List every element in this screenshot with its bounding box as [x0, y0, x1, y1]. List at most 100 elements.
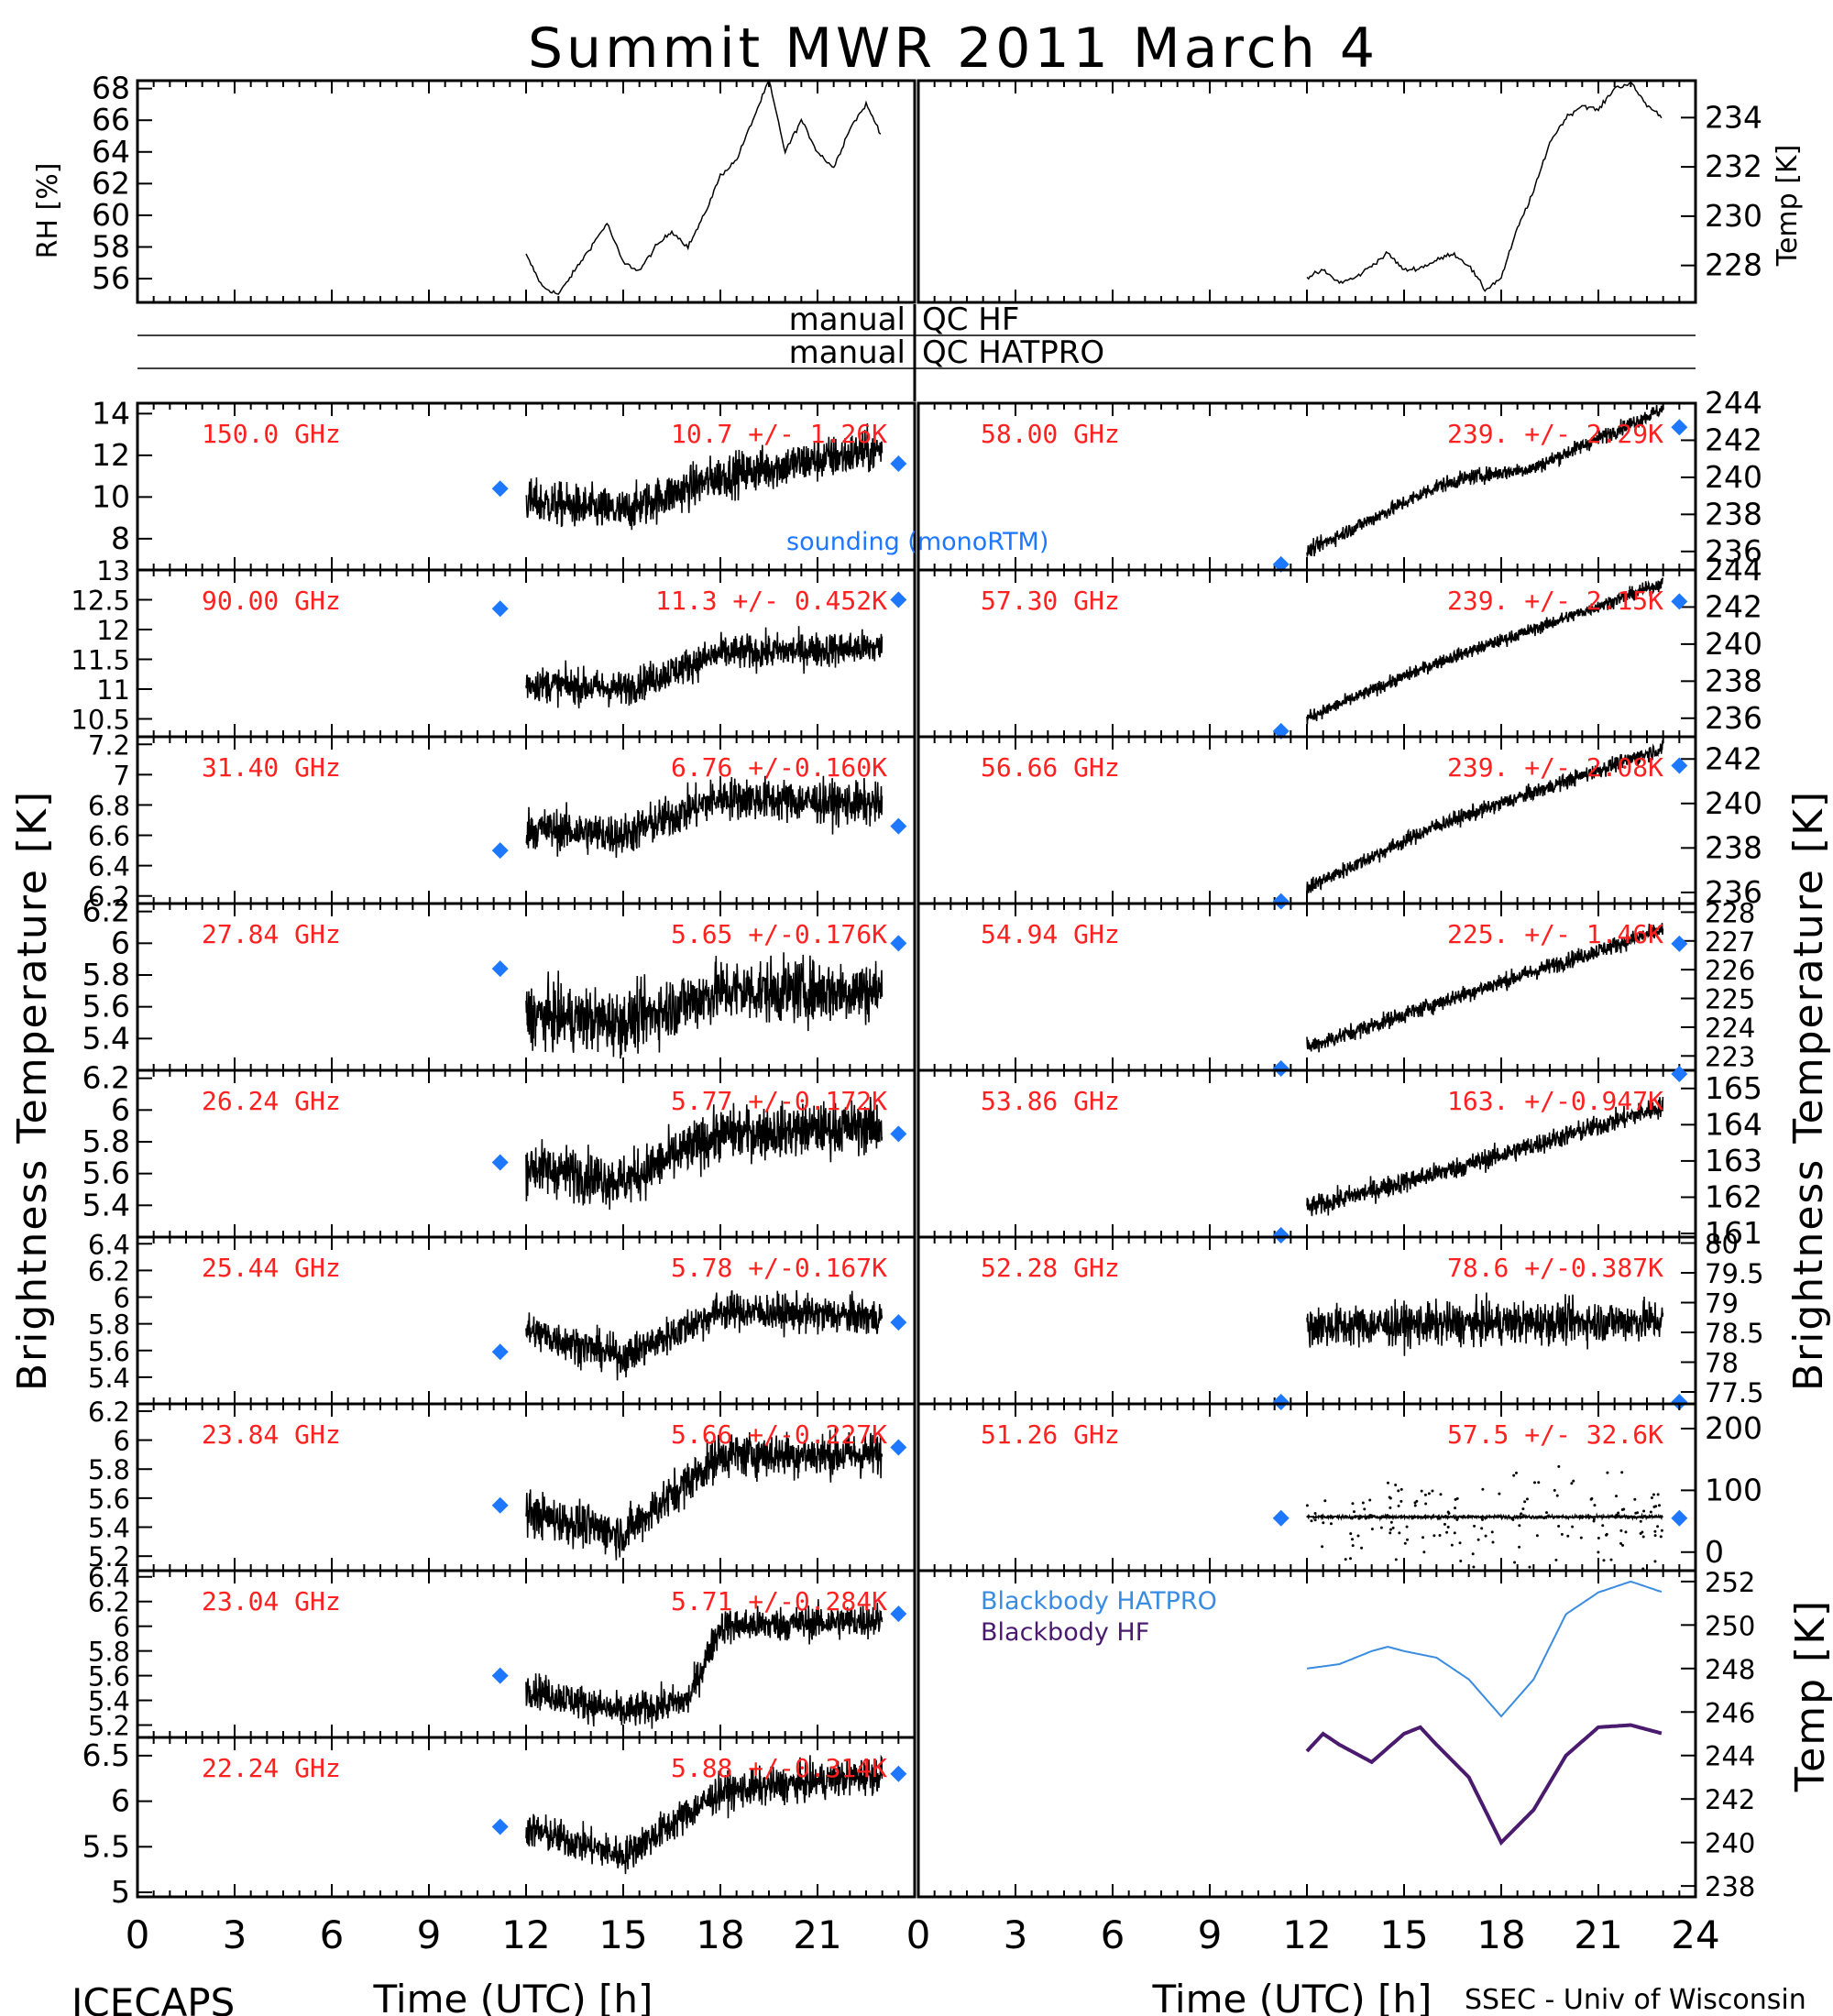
outlier-point	[1360, 1546, 1364, 1550]
y-tick-label: 232	[1705, 148, 1762, 184]
x-tick-label: 6	[1101, 1912, 1125, 1957]
temp-top-axis-label: Temp [K]	[1772, 145, 1804, 268]
outlier-point	[1641, 1530, 1644, 1534]
x-tick-labels: 0 0 3 3 6 6 9 9 12 12 15 15 18 18 21 21 24	[126, 1912, 1720, 1957]
outlier-point	[1624, 1530, 1628, 1534]
y-tick-label: 161	[1705, 1215, 1762, 1251]
outlier-point	[1653, 1560, 1657, 1563]
outlier-point	[1621, 1543, 1625, 1547]
y-tick-label: 236	[1705, 700, 1762, 736]
y-tick-label: 238	[1705, 663, 1762, 698]
outlier-point	[1523, 1500, 1527, 1504]
sounding-point	[1671, 1394, 1688, 1410]
sounding-point	[1671, 935, 1688, 952]
stats-label: 5.66 +/-0.227K	[671, 1419, 887, 1450]
sounding-point	[1272, 893, 1290, 910]
stats-label: 6.76 +/-0.160K	[671, 752, 887, 783]
sounding-point	[1272, 722, 1290, 740]
y-tick-label: 6.2	[88, 1397, 130, 1428]
y-tick-label: 162	[1705, 1178, 1762, 1214]
outlier-point	[1446, 1525, 1450, 1528]
outlier-point	[1660, 1528, 1663, 1532]
outlier-point	[1491, 1540, 1495, 1544]
outlier-point	[1420, 1489, 1423, 1493]
y-tick-label: 5.2	[88, 1711, 130, 1742]
outlier-point	[1463, 1515, 1466, 1518]
y-tick-label: 6.2	[82, 893, 130, 929]
freq-label: 23.84 GHz	[202, 1419, 341, 1450]
series-line	[1306, 404, 1664, 558]
outlier-point	[1490, 1530, 1494, 1534]
series-line	[525, 1096, 884, 1211]
outlier-point	[1513, 1561, 1517, 1564]
panel-23-84-ghz: 5.25.45.65.866.2 23.84 GHz 5.66 +/-0.227K	[88, 1397, 916, 1572]
legend-bb-hf: Blackbody HF	[981, 1618, 1149, 1647]
freq-label: 26.24 GHz	[202, 1086, 341, 1116]
y-tick-label: 13	[96, 555, 130, 586]
sounding-point	[1272, 1060, 1290, 1077]
y-tick-label: 248	[1705, 1654, 1755, 1685]
series-line	[1306, 81, 1663, 292]
y-tick-label: 8	[111, 520, 130, 556]
panel-blackbody: 238 240 242 244 246 248 250 252	[916, 1567, 1755, 1902]
series-line	[1306, 740, 1664, 893]
stats-label: 239. +/- 2.29K	[1447, 419, 1663, 449]
outlier-point	[1361, 1501, 1365, 1505]
outlier-point	[1458, 1541, 1462, 1545]
sounding-point	[1272, 1227, 1290, 1244]
outlier-point	[1459, 1560, 1463, 1563]
y-tick-label: 6	[114, 1612, 130, 1643]
y-tick-label: 77.5	[1705, 1377, 1764, 1408]
outlier-point	[1431, 1489, 1434, 1493]
outlier-point	[1633, 1497, 1637, 1501]
outlier-point	[1616, 1513, 1619, 1517]
sounding-point	[890, 591, 907, 608]
y-tick-label: 5.8	[88, 1309, 130, 1341]
series-line	[525, 422, 884, 531]
panel-25-44-ghz: 5.45.65.866.26.4 25.44 GHz 5.78 +/-0.167K	[88, 1229, 916, 1406]
x-tick-label: 15	[598, 1912, 647, 1957]
outlier-point	[1397, 1489, 1400, 1493]
x-axis-label-left: Time (UTC) [h]	[373, 1977, 653, 2016]
x-tick-label: 3	[223, 1912, 247, 1957]
x-tick-label: 18	[1476, 1912, 1525, 1957]
y-tick-label: 5.4	[88, 1513, 130, 1544]
series-line	[525, 626, 884, 709]
y-tick-label: 225	[1705, 984, 1755, 1015]
panel-temp_top: 228 230 232 234	[916, 79, 1762, 304]
y-tick-label: 230	[1705, 198, 1762, 234]
outlier-point	[1397, 1504, 1400, 1507]
series-line	[1306, 923, 1664, 1053]
y-tick-label: 224	[1705, 1013, 1755, 1044]
sounding-point	[491, 960, 509, 978]
y-tick-label: 7.2	[88, 729, 130, 761]
outlier-point	[1570, 1482, 1574, 1485]
sounding-point	[890, 1314, 907, 1331]
outlier-point	[1659, 1535, 1663, 1539]
outlier-point	[1542, 1517, 1546, 1520]
x-tick-label: 12	[501, 1912, 550, 1957]
y-tick-label: 62	[92, 165, 130, 201]
y-tick-label: 165	[1705, 1070, 1762, 1106]
outlier-point	[1471, 1552, 1475, 1556]
outlier-point	[1413, 1504, 1417, 1507]
y-tick-label: 252	[1705, 1567, 1755, 1598]
outlier-point	[1427, 1492, 1431, 1496]
series-line	[525, 79, 882, 295]
stats-label: 11.3 +/- 0.452K	[655, 586, 887, 616]
x-tick-label: 0	[126, 1912, 150, 1957]
y-tick-label: 5.4	[88, 1686, 130, 1717]
qc-hatpro-label: QC HATPRO	[922, 334, 1104, 371]
y-tick-label: 0	[1705, 1534, 1724, 1570]
outlier-point	[1597, 1537, 1600, 1540]
y-tick-label: 78	[1705, 1348, 1739, 1379]
outlier-point	[1388, 1531, 1392, 1535]
outlier-point	[1619, 1528, 1623, 1532]
y-tick-label: 5.8	[88, 1454, 130, 1485]
outlier-point	[1606, 1471, 1609, 1474]
footer-icecaps: ICECAPS	[71, 1980, 235, 2016]
outlier-point	[1454, 1507, 1457, 1510]
outlier-point	[1358, 1515, 1362, 1518]
y-tick-label: 200	[1705, 1410, 1762, 1446]
